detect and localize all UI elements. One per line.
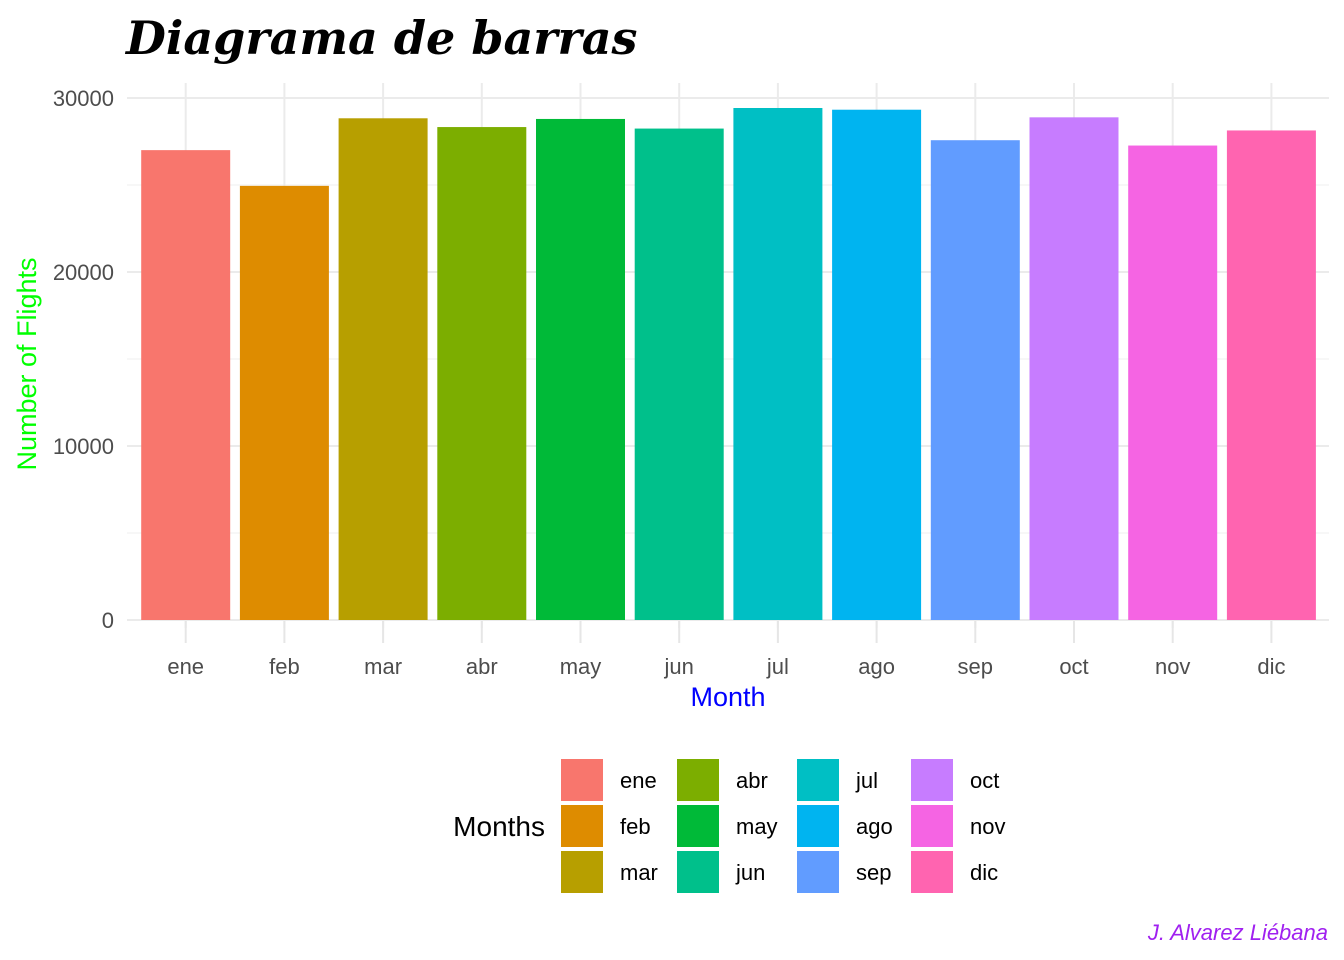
bar-sep bbox=[930, 140, 1020, 620]
legend-label: mar bbox=[620, 860, 658, 885]
legend-swatch bbox=[561, 805, 603, 847]
x-tick-label: ene bbox=[167, 654, 204, 679]
legend-item-ago: ago bbox=[797, 805, 893, 847]
x-tick-label: dic bbox=[1257, 654, 1285, 679]
caption: J. Alvarez Liébana bbox=[1147, 920, 1328, 945]
x-tick-label: may bbox=[560, 654, 602, 679]
bar-ago bbox=[832, 109, 922, 621]
legend-label: abr bbox=[736, 768, 768, 793]
bar-mar bbox=[338, 118, 428, 620]
y-tick-label: 20000 bbox=[53, 260, 114, 285]
legend-item-feb: feb bbox=[561, 805, 651, 847]
x-tick-label: abr bbox=[466, 654, 498, 679]
x-tick-label: sep bbox=[958, 654, 993, 679]
legend-item-dic: dic bbox=[911, 851, 998, 893]
y-tick-label: 10000 bbox=[53, 434, 114, 459]
y-tick-label: 30000 bbox=[53, 86, 114, 111]
bar-ene bbox=[141, 150, 231, 620]
x-axis-title: Month bbox=[690, 682, 765, 712]
legend-item-abr: abr bbox=[677, 759, 768, 801]
x-tick-label: ago bbox=[858, 654, 895, 679]
legend-title: Months bbox=[453, 811, 545, 842]
legend-label: ago bbox=[856, 814, 893, 839]
y-tick-label: 0 bbox=[102, 608, 114, 633]
bar-may bbox=[536, 118, 625, 620]
bar-feb bbox=[239, 185, 329, 620]
legend-label: nov bbox=[970, 814, 1005, 839]
legend-swatch bbox=[911, 805, 953, 847]
x-tick-label: oct bbox=[1059, 654, 1088, 679]
legend-item-may: may bbox=[677, 805, 778, 847]
x-tick-label: jun bbox=[664, 654, 694, 679]
legend-swatch bbox=[677, 759, 719, 801]
legend-item-nov: nov bbox=[911, 805, 1005, 847]
x-tick-label: nov bbox=[1155, 654, 1190, 679]
x-tick-label: feb bbox=[269, 654, 300, 679]
legend-item-sep: sep bbox=[797, 851, 891, 893]
legend-item-ene: ene bbox=[561, 759, 657, 801]
x-tick-label: jul bbox=[766, 654, 789, 679]
legend-label: feb bbox=[620, 814, 651, 839]
legend: Months ene feb mar abr may jun jul ago sep oct nov… bbox=[453, 759, 1005, 893]
legend-item-mar: mar bbox=[561, 851, 658, 893]
bar-nov bbox=[1128, 145, 1218, 621]
legend-item-jul: jul bbox=[797, 759, 878, 801]
x-tick-label: mar bbox=[364, 654, 402, 679]
bar-oct bbox=[1029, 117, 1119, 620]
bar-dic bbox=[1226, 130, 1316, 620]
legend-label: dic bbox=[970, 860, 998, 885]
legend-label: jun bbox=[735, 860, 765, 885]
legend-swatch bbox=[677, 851, 719, 893]
legend-label: jul bbox=[855, 768, 878, 793]
legend-label: oct bbox=[970, 768, 999, 793]
chart-title: Diagrama de barras bbox=[124, 11, 637, 65]
legend-label: ene bbox=[620, 768, 657, 793]
bar-jul bbox=[733, 108, 823, 620]
bar-jun bbox=[634, 128, 724, 620]
legend-swatch bbox=[677, 805, 719, 847]
bar-abr bbox=[437, 127, 527, 620]
y-axis-ticks: 0 10000 20000 30000 bbox=[53, 86, 114, 633]
legend-item-jun: jun bbox=[677, 851, 765, 893]
legend-items: ene feb mar abr may jun jul ago sep oct nov dic bbox=[561, 759, 1005, 893]
legend-swatch bbox=[797, 805, 839, 847]
legend-swatch bbox=[911, 759, 953, 801]
legend-label: may bbox=[736, 814, 778, 839]
legend-swatch bbox=[797, 759, 839, 801]
legend-swatch bbox=[797, 851, 839, 893]
y-axis-title: Number of Flights bbox=[12, 257, 42, 470]
legend-swatch bbox=[561, 851, 603, 893]
legend-item-oct: oct bbox=[911, 759, 999, 801]
x-axis-ticks: ene feb mar abr may jun jul ago sep oct nov dic bbox=[167, 654, 1285, 679]
legend-swatch bbox=[911, 851, 953, 893]
legend-label: sep bbox=[856, 860, 891, 885]
legend-swatch bbox=[561, 759, 603, 801]
bars bbox=[141, 108, 1316, 621]
